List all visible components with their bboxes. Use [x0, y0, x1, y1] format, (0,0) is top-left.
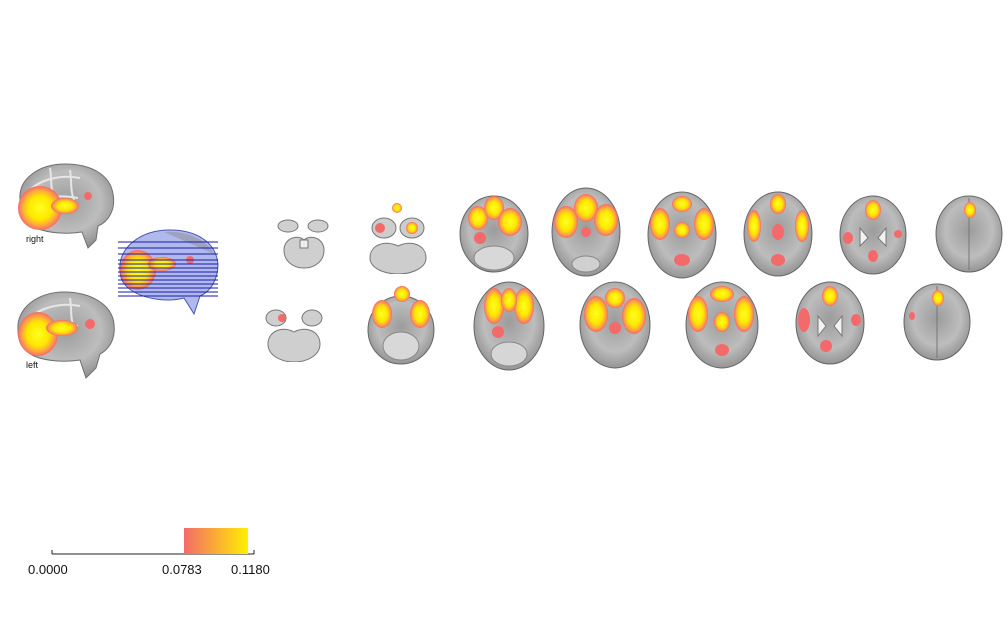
axial-slice — [459, 195, 529, 273]
colorbar-gradient — [184, 528, 248, 554]
colorbar-tick-max: 0.1180 — [231, 562, 270, 577]
sagittal-right-view — [18, 163, 115, 249]
activation-blob — [51, 198, 79, 214]
axial-slice — [367, 286, 435, 365]
colorbar-tick-min: 0.0000 — [28, 562, 68, 577]
axial-slice — [277, 219, 329, 269]
axial-slice — [685, 281, 759, 369]
axial-slice — [903, 283, 971, 361]
axial-slice — [795, 281, 865, 365]
activation-blob — [18, 186, 62, 230]
sagittal-left-view — [17, 291, 115, 379]
sagittal-label-left: left — [26, 360, 39, 370]
axial-slice — [473, 281, 545, 371]
axial-slice — [551, 187, 621, 277]
axial-slice — [935, 195, 1003, 273]
axial-slice — [647, 191, 717, 279]
axial-slice — [369, 203, 427, 274]
axial-slice — [579, 281, 651, 369]
axial-slice — [265, 309, 323, 362]
colorbar-tick-threshold: 0.0783 — [162, 562, 202, 577]
axial-slice — [839, 195, 907, 275]
axial-slice — [743, 191, 813, 277]
glass-brain-slice-locator — [118, 229, 219, 316]
slice-lines — [118, 241, 218, 297]
activation-blob — [18, 312, 58, 356]
sagittal-label-right: right — [26, 234, 44, 244]
activation-blob — [46, 320, 78, 336]
